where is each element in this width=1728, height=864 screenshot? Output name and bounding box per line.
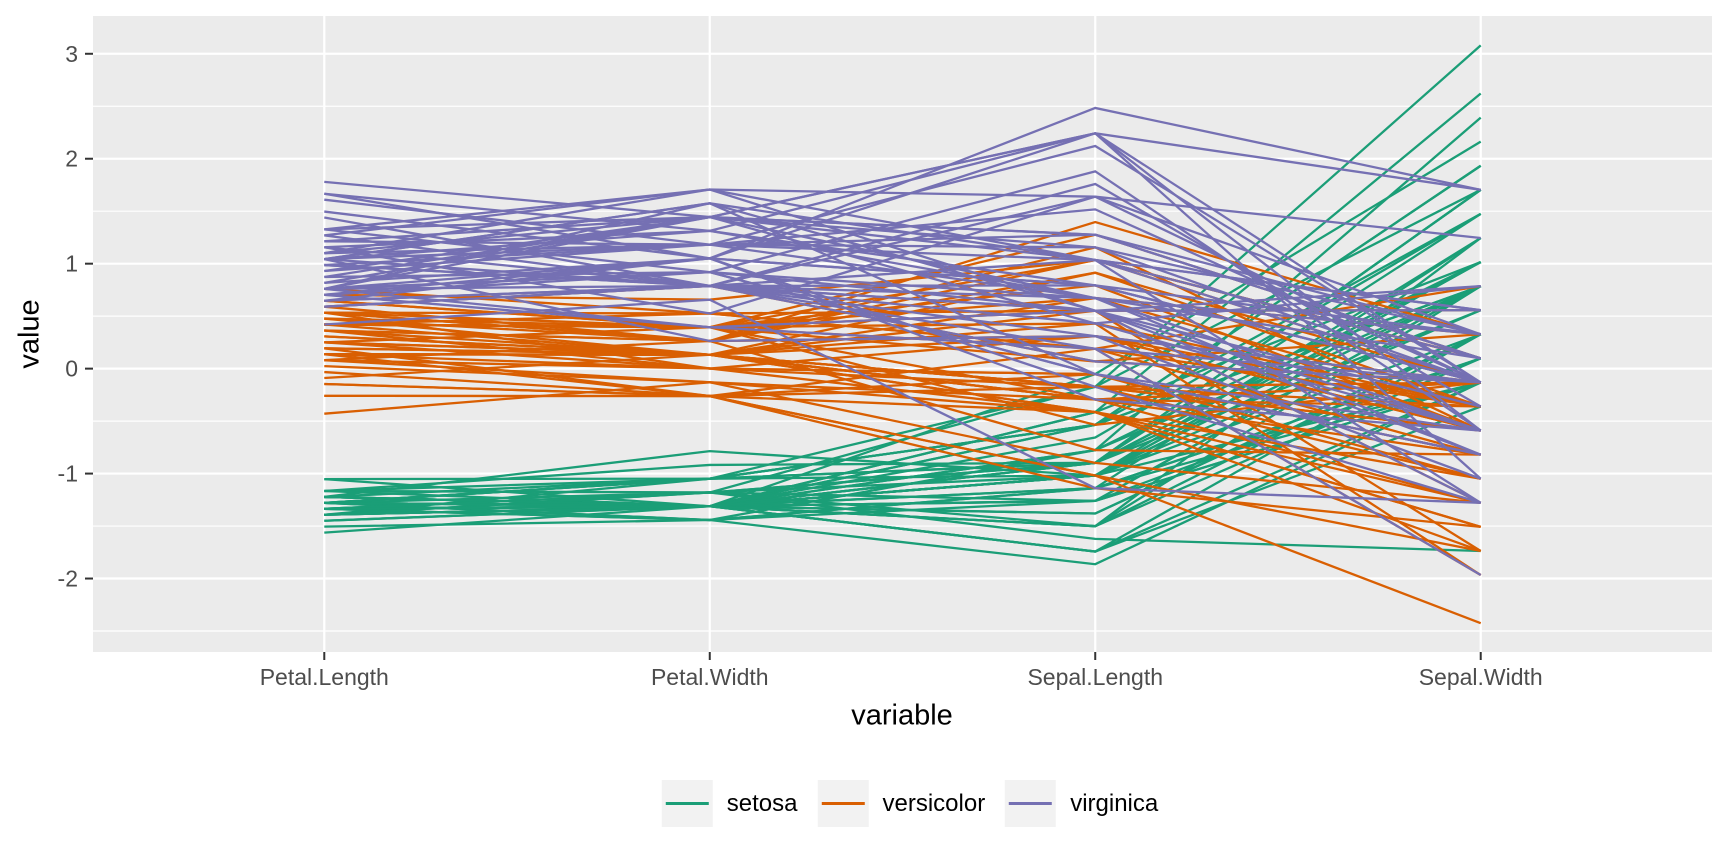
data-line-virginica [324,270,1482,504]
legend-item-setosa: setosa [661,780,798,827]
x-axis-title: variable [851,699,953,732]
legend-label-setosa: setosa [726,789,798,817]
y-tick-label: 0 [65,356,78,382]
x-tick-label: Petal.Length [260,664,389,690]
x-tick-label: Petal.Width [651,664,769,690]
y-tick-label: 1 [65,251,78,277]
legend-line-icon [665,802,709,805]
legend-line-icon [821,802,865,805]
y-axis-ticks [85,52,93,580]
y-tick-label: -2 [58,566,78,592]
legend-item-virginica: virginica [1005,780,1158,827]
data-line-virginica [324,284,1481,384]
data-line-virginica [324,195,1482,336]
data-line-setosa [324,333,1482,553]
y-tick-label: 2 [65,146,78,172]
data-line-versicolor [324,381,1481,504]
y-tick-labels: -2 -1 0 1 2 3 [58,41,78,592]
data-line-virginica [324,215,1482,384]
legend-item-versicolor: versicolor [817,780,985,827]
x-gridlines [323,16,1482,652]
series-virginica [324,106,1482,577]
legend-key-setosa [661,780,713,827]
data-line-virginica [324,188,1481,312]
data-line-versicolor [324,347,1481,432]
legend-label-virginica: virginica [1070,789,1159,817]
data-line-virginica [324,132,1482,384]
data-line-setosa [324,212,1482,508]
data-line-setosa [324,285,1482,505]
legend-key-versicolor [817,780,869,827]
legend-line-icon [1009,802,1053,805]
data-line-virginica [324,215,1481,336]
data-line-versicolor [324,370,1482,528]
data-line-virginica [324,257,1481,384]
data-line-virginica [324,287,1482,432]
data-line-versicolor [324,341,1481,388]
data-line-virginica [324,188,1481,240]
x-tick-label: Sepal.Length [1027,664,1163,690]
y-tick-label: 3 [65,41,78,67]
x-tick-labels: Petal.Length Petal.Width Sepal.Length Sepal… [260,664,1543,690]
data-line-virginica [324,132,1482,432]
data-line-setosa [324,381,1482,566]
y-tick-label: -1 [58,461,78,487]
data-line-setosa [324,309,1482,510]
data-line-virginica [324,106,1481,260]
legend: setosa versicolor virginica [661,780,1158,827]
legend-key-virginica [1005,780,1057,827]
data-line-virginica [324,284,1481,384]
data-line-virginica [324,243,1482,384]
x-axis-ticks [323,652,1482,660]
data-line-virginica [324,215,1481,325]
y-axis-title: value [13,299,46,369]
data-line-versicolor [324,394,1481,553]
data-line-setosa [324,237,1482,522]
x-tick-label: Sepal.Width [1419,664,1543,690]
data-line-virginica [324,284,1481,384]
data-line-versicolor [324,309,1482,552]
data-line-setosa [324,261,1482,499]
legend-label-versicolor: versicolor [882,789,986,817]
